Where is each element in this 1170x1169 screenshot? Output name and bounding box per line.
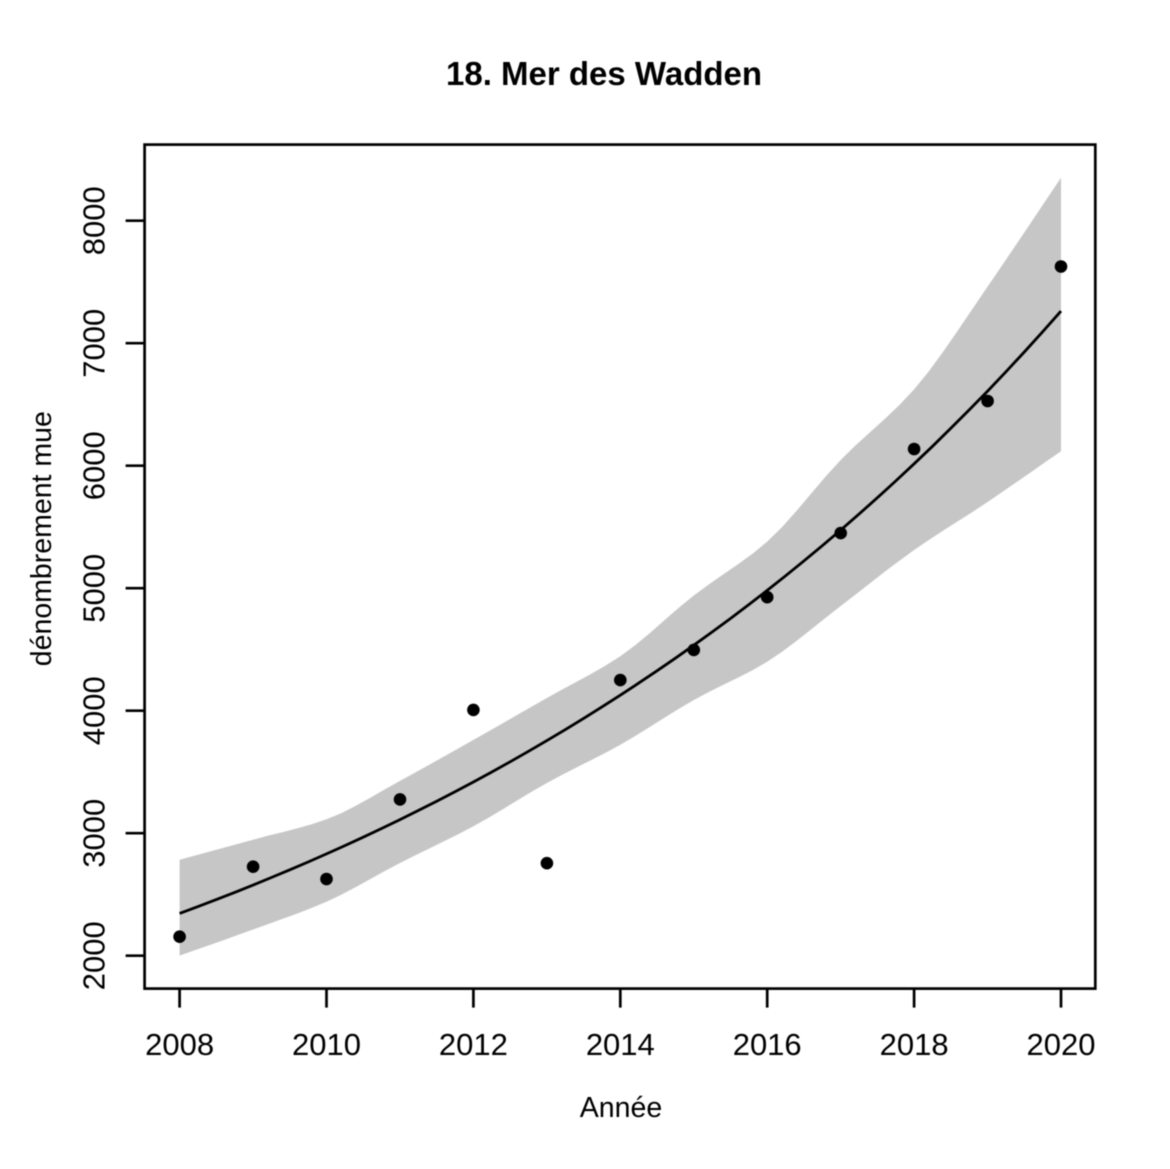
svg-text:2016: 2016 [733,1027,802,1062]
svg-text:4000: 4000 [77,676,112,745]
svg-text:6000: 6000 [77,431,112,500]
svg-text:5000: 5000 [77,554,112,623]
svg-text:2010: 2010 [292,1027,361,1062]
svg-text:7000: 7000 [77,309,112,378]
svg-text:18. Mer des Wadden: 18. Mer des Wadden [446,55,762,92]
svg-text:dénombrement mue: dénombrement mue [26,411,58,666]
svg-text:2012: 2012 [439,1027,508,1062]
svg-text:Année: Année [580,1092,662,1124]
svg-text:2020: 2020 [1027,1027,1096,1062]
svg-text:2014: 2014 [586,1027,655,1062]
svg-text:8000: 8000 [77,186,112,255]
svg-text:3000: 3000 [77,799,112,868]
svg-text:2008: 2008 [145,1027,214,1062]
svg-text:2018: 2018 [880,1027,949,1062]
svg-text:2000: 2000 [77,921,112,990]
